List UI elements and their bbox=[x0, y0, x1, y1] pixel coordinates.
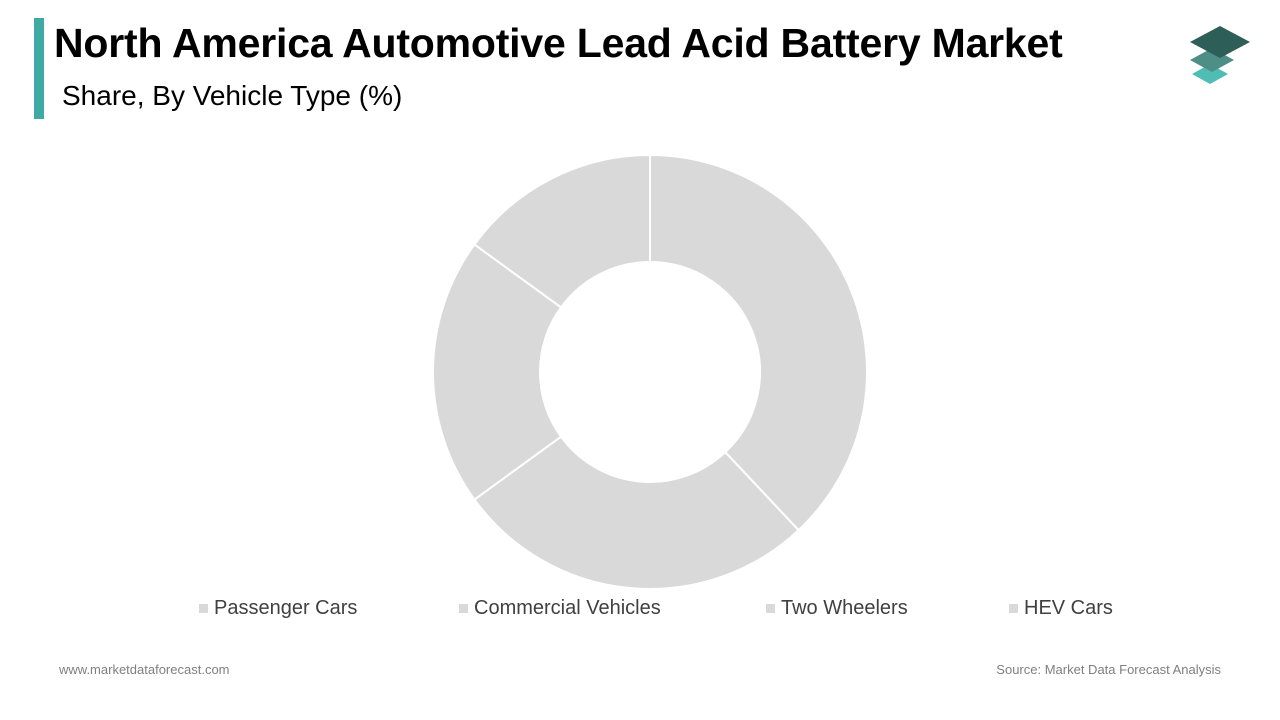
stacked-layers-icon bbox=[1190, 26, 1250, 84]
legend-swatch bbox=[766, 603, 775, 613]
legend-label: HEV Cars bbox=[1024, 597, 1113, 619]
slice-commercial-vehicles bbox=[473, 435, 800, 590]
legend-item-commercial-vehicles: Commercial Vehicles bbox=[459, 595, 661, 621]
legend-swatch bbox=[459, 603, 468, 613]
chart-legend: Passenger Cars Commercial Vehicles Two Whe… bbox=[0, 595, 1280, 621]
logo-layer-top bbox=[1190, 26, 1250, 58]
logo-layer-bottom bbox=[1192, 64, 1228, 84]
legend-label: Commercial Vehicles bbox=[474, 597, 661, 619]
slice-passenger-cars bbox=[649, 153, 868, 532]
chart-subtitle: Share, By Vehicle Type (%) bbox=[62, 80, 403, 111]
slice-two-wheelers bbox=[432, 243, 563, 501]
chart-title: North America Automotive Lead Acid Batte… bbox=[54, 20, 1063, 66]
legend-swatch bbox=[1009, 603, 1018, 613]
legend-label: Two Wheelers bbox=[781, 597, 908, 619]
footer-source: Source: Market Data Forecast Analysis bbox=[996, 662, 1221, 677]
legend-item-passenger-cars: Passenger Cars bbox=[199, 595, 357, 621]
legend-swatch bbox=[199, 603, 208, 613]
legend-item-two-wheelers: Two Wheelers bbox=[766, 595, 908, 621]
footer-website: www.marketdataforecast.com bbox=[59, 662, 230, 677]
title-accent-bar bbox=[34, 18, 44, 119]
slice-hev-cars bbox=[473, 153, 651, 309]
legend-label: Passenger Cars bbox=[214, 597, 358, 619]
legend-item-hev-cars: HEV Cars bbox=[1009, 595, 1113, 621]
